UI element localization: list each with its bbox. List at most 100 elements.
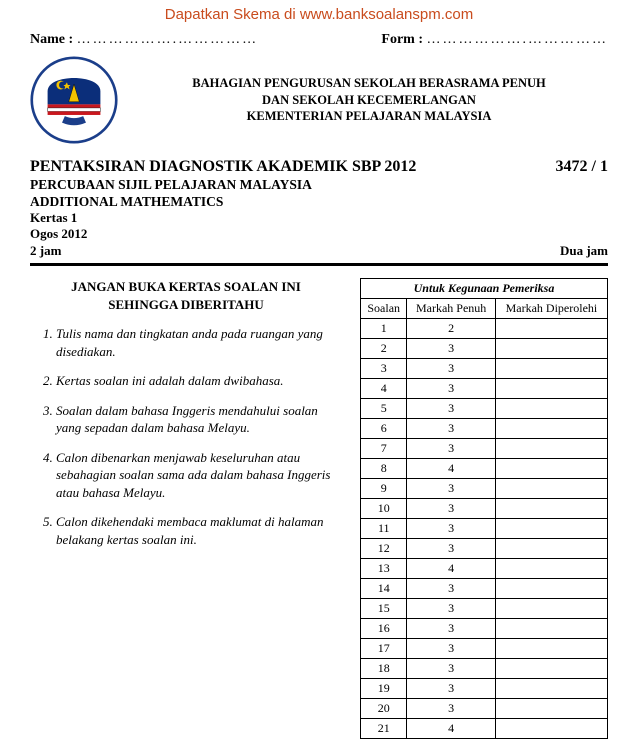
watermark: Dapatkan Skema di www.banksoalanspm.com xyxy=(0,6,638,23)
table-row: 12 xyxy=(361,319,608,339)
table-row: 214 xyxy=(361,719,608,739)
table-row: 43 xyxy=(361,379,608,399)
table-row: 203 xyxy=(361,699,608,719)
cell-markah-diperolehi xyxy=(495,459,607,479)
cell-soalan: 14 xyxy=(361,579,407,599)
cell-soalan: 17 xyxy=(361,639,407,659)
list-item: Kertas soalan ini adalah dalam dwibahasa… xyxy=(56,372,342,390)
cell-soalan: 4 xyxy=(361,379,407,399)
form-dots: ……………….…………… xyxy=(427,32,609,47)
instructions-list: Tulis nama dan tingkatan anda pada ruang… xyxy=(30,325,342,548)
exam-subtitle2: ADDITIONAL MATHEMATICS xyxy=(30,194,608,210)
table-row: 113 xyxy=(361,519,608,539)
col-markah-diperolehi: Markah Diperolehi xyxy=(495,299,607,319)
instr-head-l2: SEHINGGA DIBERITAHU xyxy=(108,297,263,312)
name-dots: ……………….…………… xyxy=(77,32,259,47)
list-item: Tulis nama dan tingkatan anda pada ruang… xyxy=(56,325,342,360)
cell-markah-penuh: 3 xyxy=(407,479,495,499)
cell-markah-penuh: 3 xyxy=(407,439,495,459)
cell-soalan: 20 xyxy=(361,699,407,719)
cell-markah-penuh: 4 xyxy=(407,459,495,479)
header-block: BAHAGIAN PENGURUSAN SEKOLAH BERASRAMA PE… xyxy=(30,54,608,152)
cell-markah-penuh: 3 xyxy=(407,659,495,679)
cell-markah-diperolehi xyxy=(495,659,607,679)
paper-month: Ogos 2012 xyxy=(30,226,608,242)
divider-rule xyxy=(30,263,608,266)
ministry-crest-icon xyxy=(30,56,118,144)
ministry-line3: KEMENTERIAN PELAJARAN MALAYSIA xyxy=(130,108,608,125)
cell-markah-diperolehi xyxy=(495,719,607,739)
cell-soalan: 1 xyxy=(361,319,407,339)
cell-soalan: 3 xyxy=(361,359,407,379)
duration-left: 2 jam xyxy=(30,243,61,259)
col-markah-penuh: Markah Penuh xyxy=(407,299,495,319)
watermark-link[interactable]: www.banksoalanspm.com xyxy=(300,6,473,23)
name-label: Name : xyxy=(30,32,73,47)
exam-subtitle1: PERCUBAAN SIJIL PELAJARAN MALAYSIA xyxy=(30,177,608,193)
cell-markah-diperolehi xyxy=(495,539,607,559)
cell-markah-diperolehi xyxy=(495,479,607,499)
table-row: 163 xyxy=(361,619,608,639)
exam-cover-page: Dapatkan Skema di www.banksoalanspm.com … xyxy=(0,0,638,739)
cell-markah-penuh: 3 xyxy=(407,359,495,379)
cell-markah-penuh: 3 xyxy=(407,419,495,439)
name-form-row: Name : ……………….…………… Form : ……………….…………… xyxy=(30,32,608,48)
cell-soalan: 2 xyxy=(361,339,407,359)
cell-soalan: 8 xyxy=(361,459,407,479)
cell-markah-diperolehi xyxy=(495,319,607,339)
form-label: Form : xyxy=(381,32,423,47)
cell-markah-penuh: 4 xyxy=(407,559,495,579)
paper-kertas: Kertas 1 xyxy=(30,210,608,226)
cell-soalan: 15 xyxy=(361,599,407,619)
cell-soalan: 6 xyxy=(361,419,407,439)
table-row: 123 xyxy=(361,539,608,559)
cell-soalan: 19 xyxy=(361,679,407,699)
table-row: 143 xyxy=(361,579,608,599)
cell-markah-diperolehi xyxy=(495,579,607,599)
cell-markah-penuh: 3 xyxy=(407,619,495,639)
cell-markah-penuh: 3 xyxy=(407,699,495,719)
cell-markah-diperolehi xyxy=(495,379,607,399)
name-field: Name : ……………….…………… xyxy=(30,32,258,48)
cell-soalan: 7 xyxy=(361,439,407,459)
cell-markah-diperolehi xyxy=(495,439,607,459)
cell-markah-penuh: 4 xyxy=(407,719,495,739)
ministry-line1: BAHAGIAN PENGURUSAN SEKOLAH BERASRAMA PE… xyxy=(130,75,608,92)
table-row: 193 xyxy=(361,679,608,699)
table-row: 103 xyxy=(361,499,608,519)
list-item: Calon dikehendaki membaca maklumat di ha… xyxy=(56,513,342,548)
cell-markah-penuh: 2 xyxy=(407,319,495,339)
cell-soalan: 5 xyxy=(361,399,407,419)
duration-right: Dua jam xyxy=(560,243,608,259)
table-caption-row: Untuk Kegunaan Pemeriksa xyxy=(361,279,608,299)
cell-markah-penuh: 3 xyxy=(407,519,495,539)
table-row: 134 xyxy=(361,559,608,579)
cell-markah-penuh: 3 xyxy=(407,679,495,699)
table-row: 183 xyxy=(361,659,608,679)
cell-markah-diperolehi xyxy=(495,359,607,379)
col-soalan: Soalan xyxy=(361,299,407,319)
cell-soalan: 10 xyxy=(361,499,407,519)
instructions-column: JANGAN BUKA KERTAS SOALAN INI SEHINGGA D… xyxy=(30,278,342,739)
cell-markah-penuh: 3 xyxy=(407,499,495,519)
cell-markah-diperolehi xyxy=(495,559,607,579)
cell-markah-diperolehi xyxy=(495,639,607,659)
cell-markah-penuh: 3 xyxy=(407,639,495,659)
table-row: 153 xyxy=(361,599,608,619)
instructions-heading: JANGAN BUKA KERTAS SOALAN INI SEHINGGA D… xyxy=(30,278,342,313)
table-row: 33 xyxy=(361,359,608,379)
cell-markah-diperolehi xyxy=(495,599,607,619)
cell-markah-penuh: 3 xyxy=(407,599,495,619)
list-item: Calon dibenarkan menjawab keseluruhan at… xyxy=(56,449,342,502)
cell-soalan: 18 xyxy=(361,659,407,679)
cell-markah-diperolehi xyxy=(495,419,607,439)
ministry-heading: BAHAGIAN PENGURUSAN SEKOLAH BERASRAMA PE… xyxy=(130,75,608,126)
cell-markah-diperolehi xyxy=(495,499,607,519)
cell-soalan: 12 xyxy=(361,539,407,559)
cell-markah-penuh: 3 xyxy=(407,339,495,359)
table-header-row: Soalan Markah Penuh Markah Diperolehi xyxy=(361,299,608,319)
table-row: 173 xyxy=(361,639,608,659)
cell-soalan: 16 xyxy=(361,619,407,639)
body-row: JANGAN BUKA KERTAS SOALAN INI SEHINGGA D… xyxy=(30,278,608,739)
watermark-prefix: Dapatkan Skema di xyxy=(165,6,300,23)
